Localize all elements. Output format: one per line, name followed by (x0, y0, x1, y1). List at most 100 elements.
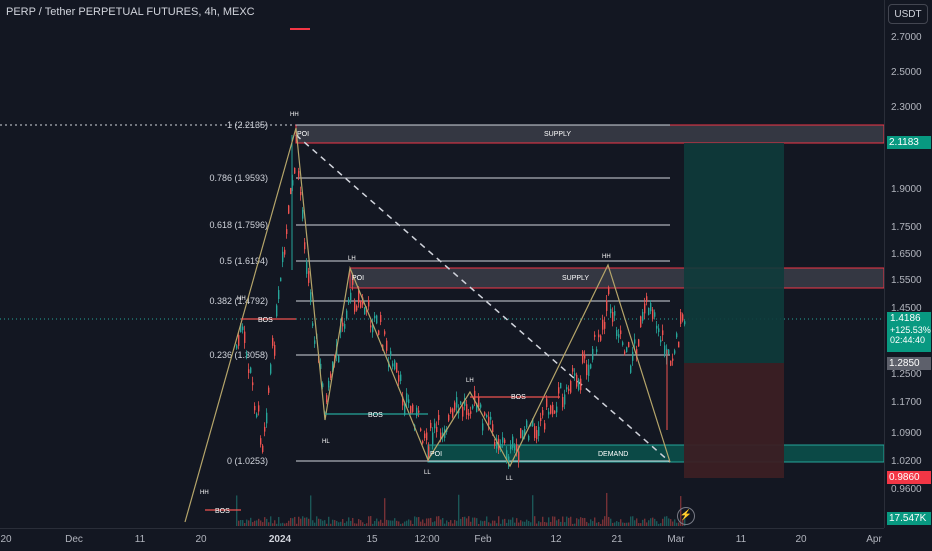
volume-bar (560, 521, 562, 526)
volume-bar (626, 522, 628, 526)
candle-body (390, 351, 392, 356)
volume-bar (522, 521, 524, 526)
price-chart[interactable]: 1 (2.2135) 0.786 (1.9593) 0.618 (1.7596) 0.… (0, 0, 884, 528)
candle-body (282, 251, 284, 263)
candle-body (518, 451, 520, 462)
volume-bar (304, 517, 306, 526)
price-tick: 1.0200 (891, 456, 922, 467)
volume-bar (656, 521, 658, 526)
volume-bar (616, 521, 618, 526)
price-change: +125.53% (890, 325, 931, 335)
volume-bar (598, 522, 600, 526)
candle-body (450, 408, 452, 413)
chart-area[interactable]: 1 (2.2135) 0.786 (1.9593) 0.618 (1.7596) 0.… (0, 0, 884, 528)
volume-bar (402, 523, 404, 526)
candle-body (562, 397, 564, 408)
volume-bar (562, 516, 564, 526)
volume-bar (272, 523, 274, 526)
candle-body (556, 406, 558, 413)
volume-bar (538, 521, 540, 526)
candle-body (544, 423, 546, 430)
volume-bar (316, 516, 318, 526)
candle-body (464, 398, 466, 406)
poi-label-2: POI (352, 275, 364, 282)
volume-bar (496, 523, 498, 526)
current-price: 1.4186 (890, 313, 921, 324)
candle-body (596, 349, 598, 352)
volume-bar (322, 520, 324, 526)
candle-body (408, 399, 410, 404)
candle-body (438, 414, 440, 421)
volume-bar (250, 517, 252, 526)
volume-bar (572, 523, 574, 526)
candle-body (288, 205, 290, 214)
volume-bar (268, 522, 270, 526)
volume-bar (300, 518, 302, 526)
supply-label-2: SUPPLY (562, 275, 589, 282)
candle-body (492, 424, 494, 433)
candle-body (630, 365, 632, 373)
volume-bar (342, 519, 344, 526)
candle-body (422, 441, 424, 444)
volume-bar (530, 522, 532, 526)
currency-selector[interactable]: USDT (888, 4, 928, 24)
lightning-icon[interactable]: ⚡ (677, 507, 695, 525)
candle-body (528, 435, 530, 441)
volume-bar (290, 517, 292, 526)
candle-body (536, 430, 538, 440)
candle-body (452, 408, 454, 418)
candle-body (248, 369, 250, 373)
time-axis[interactable]: 20 Dec 11 20 2024 15 12:00 Feb 12 21 Mar… (0, 528, 884, 551)
candle-body (236, 345, 238, 349)
candle-body (278, 290, 280, 300)
volume-bar (328, 516, 330, 526)
volume-bar (370, 516, 372, 526)
candle-body (370, 325, 372, 328)
volume-bar (252, 522, 254, 526)
volume-bar (544, 522, 546, 526)
volume-bar (338, 522, 340, 526)
candle-body (542, 410, 544, 416)
volume-bar (610, 518, 612, 526)
volume-bar (650, 518, 652, 526)
volume-bar (554, 516, 556, 526)
volume-bar (330, 523, 332, 526)
candle-body (394, 360, 396, 370)
time-tick: 20 (795, 534, 807, 545)
candle-body (416, 407, 418, 416)
fib-level-label: 0.236 (1.3058) (209, 350, 268, 360)
candle-body (308, 271, 310, 283)
volume-bar (528, 521, 530, 526)
volume-bar (318, 518, 320, 526)
volume-bar (476, 518, 478, 526)
volume-bar (518, 522, 520, 526)
candle-body (564, 394, 566, 405)
volume-bar (564, 522, 566, 526)
volume-bar (326, 523, 328, 526)
label-ll-2: LL (506, 476, 513, 482)
volume-bar (634, 520, 636, 526)
candle-body (262, 445, 264, 452)
candle-body (460, 401, 462, 405)
volume-bar (628, 522, 630, 526)
volume-bar (364, 523, 366, 526)
price-axis[interactable]: 2.7000 2.5000 2.3000 1.9000 1.7500 1.650… (884, 0, 932, 528)
volume-bar (632, 516, 634, 526)
candle-body (642, 312, 644, 321)
candle-body (638, 339, 640, 347)
volume-bar (470, 521, 472, 526)
label-lh-2: LH (466, 378, 474, 384)
volume-bar (366, 523, 368, 526)
volume-bar (516, 518, 518, 526)
volume-bar (664, 516, 666, 526)
price-tick: 1.7500 (891, 222, 922, 233)
volume-bar (586, 521, 588, 526)
volume-bar (588, 523, 590, 526)
volume-bar (494, 520, 496, 526)
volume-bar (450, 520, 452, 526)
fib-level-label: 1 (2.2135) (227, 120, 268, 130)
price-tick: 1.0900 (891, 428, 922, 439)
candle-body (670, 360, 672, 366)
candle-body (352, 279, 354, 285)
candle-body (482, 423, 484, 431)
